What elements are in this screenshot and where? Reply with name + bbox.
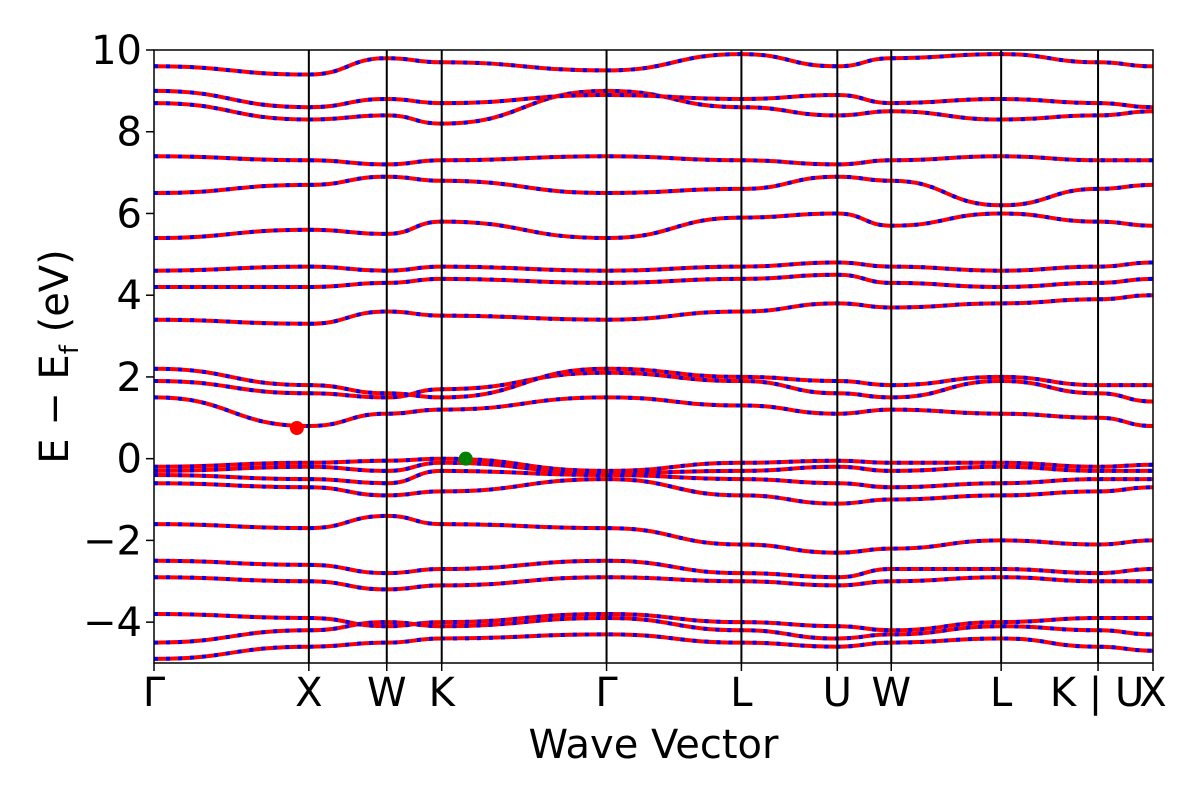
band-line-18-spin-up [154,154,1153,167]
y-tick-label-0: −4 [83,600,142,646]
band-line-10-spin-up [154,395,1153,429]
band-line-17-spin-down [154,174,1153,208]
x-tick-label-10: X [1139,670,1166,716]
band-line-17-spin-up [154,174,1153,208]
band-line-3-spin-down [154,575,1153,592]
band-line-8-spin-down [154,460,1153,476]
band-line-0-spin-down [154,632,1153,661]
band-line-10-spin-down [154,395,1153,429]
x-tick-label-3: K [429,670,457,716]
y-tick-label-1: −2 [83,518,142,564]
band-line-6-spin-down [154,477,1153,506]
y-axis-label-main: E − E [32,354,78,464]
band-line-19-spin-down [154,88,1153,126]
y-tick-label-6: 8 [117,110,142,156]
y-axis-ticks: −4 −2 0 2 4 6 8 10 [83,28,154,646]
band-line-12-spin-down [154,366,1153,400]
band-line-1-spin-down [154,615,1153,645]
band-lines [154,52,1153,661]
band-line-3-spin-up [154,575,1153,592]
band-line-9-spin-down [154,456,1153,473]
band-line-9-spin-up [154,456,1153,473]
band-line-2-spin-down [154,611,1153,633]
band-line-21-spin-up [154,52,1153,77]
band-line-15-spin-up [154,260,1153,273]
y-tick-label-7: 10 [91,28,142,74]
x-tick-label-8: L [990,670,1013,716]
high-symmetry-lines [307,50,1100,663]
x-tick-label-9: K | U [1050,670,1144,716]
x-tick-label-7: W [871,670,911,716]
y-tick-label-4: 4 [117,273,142,319]
x-tick-label-2: W [367,670,407,716]
vbm-marker [458,451,473,466]
band-line-7-spin-down [154,468,1153,490]
y-axis-label: E − Ef (eV) [32,249,85,464]
y-tick-label-5: 6 [117,191,142,237]
band-line-0-spin-up [154,632,1153,661]
x-tick-label-1: X [295,670,322,716]
y-tick-label-3: 2 [117,355,142,401]
x-tick-label-6: U [823,670,852,716]
band-line-14-spin-down [154,272,1153,290]
band-line-5-spin-down [154,513,1153,555]
band-line-11-spin-down [154,370,1153,404]
y-tick-label-2: 0 [117,437,142,483]
x-tick-label-4: Γ [595,670,618,716]
x-axis-label: Wave Vector [529,722,780,768]
band-edge-markers [289,421,473,466]
band-line-20-spin-down [154,88,1153,110]
y-axis-label-subscript: f [55,344,85,354]
band-line-13-spin-down [154,293,1153,326]
plot-frame [153,49,1154,664]
band-line-16-spin-up [154,211,1153,241]
y-axis-label-unit: (eV) [32,249,78,345]
band-line-13-spin-up [154,293,1153,326]
x-tick-label-5: L [730,670,753,716]
x-tick-label-0: Γ [143,670,166,716]
band-line-5-spin-up [154,513,1153,555]
band-line-14-spin-up [154,272,1153,290]
cbm-marker [289,421,304,436]
band-line-21-spin-down [154,52,1153,77]
band-line-4-spin-down [154,558,1153,580]
